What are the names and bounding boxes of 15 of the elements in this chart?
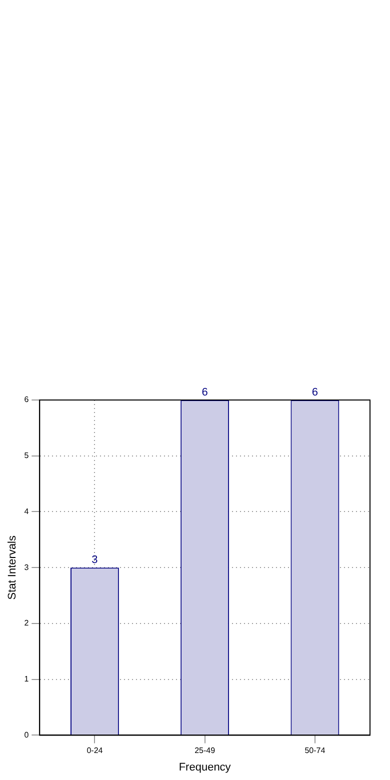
y-tick-label: 3 [24, 562, 30, 572]
y-tick-label: 0 [24, 730, 30, 740]
data-label: 6 [202, 386, 208, 399]
y-tick-label: 6 [24, 395, 30, 404]
y-tick-label: 1 [24, 674, 30, 684]
data-label: 3 [92, 554, 98, 566]
y-axis-title: Stat Intervals [6, 535, 19, 600]
y-tick-label: 2 [24, 618, 30, 628]
x-tick-label: 0-24 [86, 746, 104, 756]
y-tick-label: 4 [24, 506, 30, 516]
data-label: 6 [312, 386, 318, 399]
x-tick-label: 25-49 [194, 746, 216, 756]
y-tick-label: 5 [24, 451, 30, 460]
x-tick-label: 50-74 [304, 746, 326, 756]
x-axis-title: Frequency [178, 761, 232, 774]
